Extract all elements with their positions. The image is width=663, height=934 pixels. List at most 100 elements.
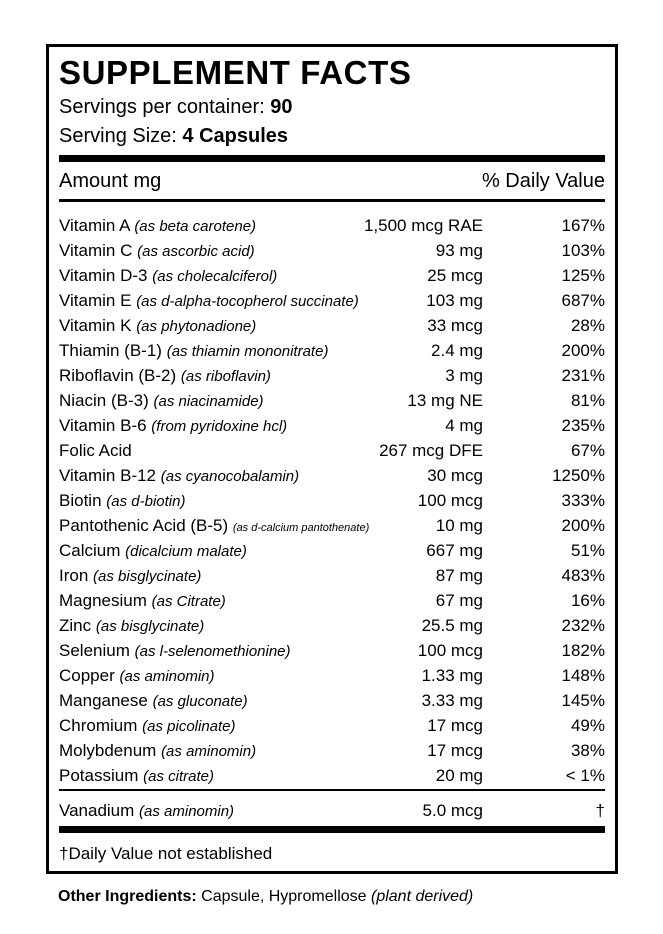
other-ingredients: Other Ingredients: Capsule, Hypromellose… xyxy=(58,886,473,908)
nutrient-amount: 100 mcg xyxy=(417,491,483,510)
nutrient-amount: 103 mg xyxy=(426,291,483,310)
servings-label: Servings per container: xyxy=(59,96,271,118)
nutrient-name: Thiamin (B-1) xyxy=(59,341,162,360)
nutrient-amount: 1,500 mcg RAE xyxy=(363,216,483,235)
table-row: Vitamin A (as beta carotene) 1,500 mcg RA… xyxy=(59,213,605,238)
table-row: Molybdenum (as aminomin) 17 mcg 38% xyxy=(59,738,605,763)
nutrient-source: (as picolinate) xyxy=(142,718,236,735)
supplement-facts-panel: SUPPLEMENT FACTS Servings per container:… xyxy=(46,44,618,874)
table-row: Folic Acid 267 mcg DFE 67% xyxy=(59,438,605,463)
nutrient-source: (as gluconate) xyxy=(152,693,248,710)
table-row: Calcium (dicalcium malate) 667 mg 51% xyxy=(59,538,605,563)
table-row: Vitamin E (as d-alpha-tocopherol succina… xyxy=(59,288,605,313)
nutrient-daily-value: 51% xyxy=(570,541,605,560)
table-row: Vitamin D-3 (as cholecalciferol) 25 mcg 12… xyxy=(59,263,605,288)
table-row: Vitamin C (as ascorbic acid) 93 mg 103% xyxy=(59,238,605,263)
nutrient-source: (as l-selenomethionine) xyxy=(134,643,291,660)
divider-hair xyxy=(59,789,605,791)
column-header: Amount mg % Daily Value xyxy=(59,169,605,193)
nutrient-name: Chromium xyxy=(59,716,138,735)
nutrient-daily-value: 103% xyxy=(561,241,605,260)
nutrient-daily-value: 125% xyxy=(561,266,605,285)
nutrient-name: Magnesium xyxy=(59,591,147,610)
nutrient-amount: 20 mg xyxy=(435,766,483,785)
nutrient-daily-value: 16% xyxy=(570,591,605,610)
nutrient-amount: 25 mcg xyxy=(427,266,483,285)
servings-value: 90 xyxy=(270,96,293,118)
nutrient-daily-value: < 1% xyxy=(565,766,605,785)
nutrient-name: Vitamin A xyxy=(59,216,130,235)
table-row: Vitamin B-12 (as cyanocobalamin) 30 mcg 12… xyxy=(59,463,605,488)
table-row: Potassium (as citrate) 20 mg < 1% xyxy=(59,763,605,788)
table-row: Pantothenic Acid (B-5) (as d-calcium pan… xyxy=(59,513,605,538)
nutrient-source: (as d-biotin) xyxy=(106,493,186,510)
nutrient-amount: 67 mg xyxy=(435,591,483,610)
table-row: Copper (as aminomin) 1.33 mg 148% xyxy=(59,663,605,688)
nutrient-amount: 3 mg xyxy=(445,366,483,385)
table-row: Iron (as bisglycinate) 87 mg 483% xyxy=(59,563,605,588)
nutrient-source: (as Citrate) xyxy=(151,593,226,610)
nutrient-source: (as phytonadione) xyxy=(136,318,257,335)
nutrient-amount: 667 mg xyxy=(426,541,483,560)
nutrient-amount: 17 mcg xyxy=(427,716,483,735)
header-daily-value: % Daily Value xyxy=(481,170,605,192)
nutrient-amount: 1.33 mg xyxy=(421,666,483,685)
nutrient-source: (as bisglycinate) xyxy=(93,568,202,585)
nutrient-daily-value: 81% xyxy=(570,391,605,410)
table-row: Vitamin B-6 (from pyridoxine hcl) 4 mg 235… xyxy=(59,413,605,438)
servings-per-container: Servings per container: 90 xyxy=(59,95,292,119)
serving-size-label: Serving Size: xyxy=(59,125,183,147)
nutrient-amount: 4 mg xyxy=(445,416,483,435)
nutrient-name: Niacin (B-3) xyxy=(59,391,149,410)
nutrient-name: Vitamin D-3 xyxy=(59,266,148,285)
nutrient-name: Folic Acid xyxy=(59,441,132,460)
table-row: Manganese (as gluconate) 3.33 mg 145% xyxy=(59,688,605,713)
nutrient-name: Selenium xyxy=(59,641,130,660)
nutrient-source: (as cholecalciferol) xyxy=(152,268,278,285)
serving-size-value: 4 Capsules xyxy=(182,125,288,147)
nutrient-daily-value: 200% xyxy=(561,341,605,360)
nutrient-source: (as aminomin) xyxy=(161,743,257,760)
nutrient-amount: 93 mg xyxy=(435,241,483,260)
panel-title: SUPPLEMENT FACTS xyxy=(59,54,412,91)
nutrient-name: Vitamin B-12 xyxy=(59,466,157,485)
nutrient-daily-value: 145% xyxy=(561,691,605,710)
nutrient-daily-value: 483% xyxy=(561,566,605,585)
footnote: †Daily Value not established xyxy=(59,844,273,863)
nutrient-name: Potassium xyxy=(59,766,139,785)
nutrient-daily-value: 28% xyxy=(570,316,605,335)
table-row: Selenium (as l-selenomethionine) 100 mcg 1… xyxy=(59,638,605,663)
nutrient-daily-value: 235% xyxy=(561,416,605,435)
nutrient-amount: 17 mcg xyxy=(427,741,483,760)
nutrient-name: Vanadium xyxy=(59,801,135,820)
nutrient-name: Vitamin E xyxy=(59,291,132,310)
other-ingredients-label: Other Ingredients: xyxy=(58,888,197,905)
nutrient-source: (as niacinamide) xyxy=(153,393,264,410)
table-row: Thiamin (B-1) (as thiamin mononitrate) 2.… xyxy=(59,338,605,363)
table-row: Niacin (B-3) (as niacinamide) 13 mg NE 81% xyxy=(59,388,605,413)
nutrient-name: Vitamin C xyxy=(59,241,133,260)
nutrient-daily-value: 49% xyxy=(570,716,605,735)
nutrient-amount: 2.4 mg xyxy=(431,341,483,360)
nutrient-daily-value: 687% xyxy=(561,291,605,310)
nutrient-source: (as riboflavin) xyxy=(180,368,271,385)
nutrient-amount: 5.0 mcg xyxy=(422,801,483,820)
nutrient-amount: 30 mcg xyxy=(427,466,483,485)
nutrient-name: Vitamin B-6 xyxy=(59,416,147,435)
nutrient-amount: 33 mcg xyxy=(427,316,483,335)
nutrient-source: (as d-calcium pantothenate) xyxy=(232,522,370,534)
nutrient-daily-value: 167% xyxy=(561,216,605,235)
divider-thin xyxy=(59,199,605,202)
nutrient-source: (as bisglycinate) xyxy=(95,618,205,635)
nutrient-daily-value: † xyxy=(595,801,605,820)
nutrient-source: (as ascorbic acid) xyxy=(137,243,255,260)
table-row: Zinc (as bisglycinate) 25.5 mg 232% xyxy=(59,613,605,638)
nutrient-daily-value: 67% xyxy=(570,441,605,460)
nutrient-amount: 10 mg xyxy=(435,516,483,535)
nutrient-source: (dicalcium malate) xyxy=(125,543,247,560)
nutrient-name: Copper xyxy=(59,666,115,685)
nutrient-source: (as beta carotene) xyxy=(134,218,257,235)
table-row: Magnesium (as Citrate) 67 mg 16% xyxy=(59,588,605,613)
nutrient-daily-value: 333% xyxy=(561,491,605,510)
table-row: Vitamin K (as phytonadione) 33 mcg 28% xyxy=(59,313,605,338)
